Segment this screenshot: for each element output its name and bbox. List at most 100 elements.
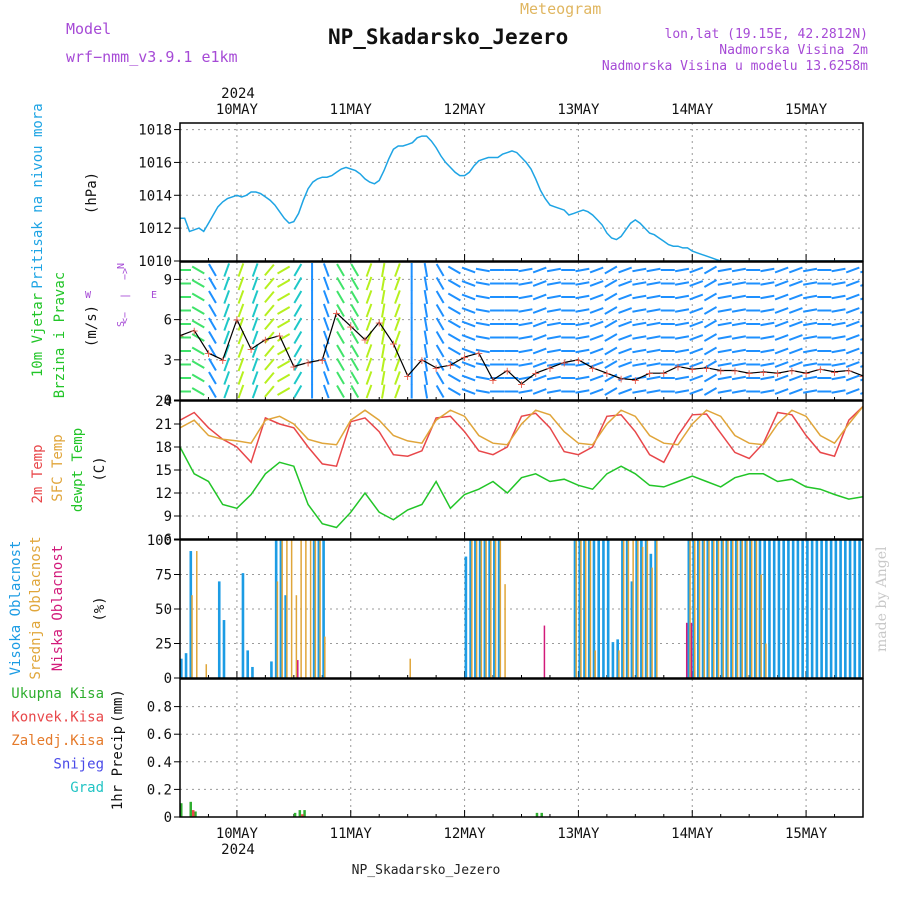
wind-arrow <box>277 319 291 329</box>
wind-marker: + <box>503 365 512 378</box>
precip-legend: Ukupna Kisa Konvek.Kisa Zaledj.Kisa Snijeg G… <box>11 686 104 796</box>
wind-arrow <box>293 357 303 372</box>
wind-arrow <box>365 276 373 291</box>
wind-arrow <box>447 265 461 275</box>
cloud-high-bar <box>777 540 781 678</box>
wind-arrow <box>264 331 275 344</box>
wind-arrow <box>689 361 704 368</box>
y-tick-label: 0.8 <box>147 700 172 716</box>
cloud-mid-bar <box>646 540 649 678</box>
wind-arrow <box>461 334 476 341</box>
wind-arrow <box>461 347 476 355</box>
wind-arrow <box>435 317 445 331</box>
wind-arrow <box>264 304 275 317</box>
wind-arrow <box>461 320 476 328</box>
wind-arrow <box>760 348 775 354</box>
precip-legend-item: Grad <box>70 780 104 796</box>
wind-arrow <box>251 371 259 385</box>
wind-arrow <box>674 267 690 273</box>
wind-arrow <box>435 290 445 304</box>
cloud-mid-bar <box>205 664 208 678</box>
wind-arrow <box>604 346 618 356</box>
wind-arrow <box>646 335 661 340</box>
precip-conv-bar <box>191 810 195 817</box>
panel-frame <box>179 400 864 540</box>
wind-arrow <box>689 374 704 382</box>
cloud-high-bar <box>573 540 577 678</box>
cloud-high-bar <box>587 540 591 678</box>
wind-arrow <box>350 330 360 345</box>
wind-arrow <box>350 371 360 385</box>
wind-arrow <box>831 267 846 273</box>
y-tick-label: 18 <box>155 440 172 456</box>
wind-arrow <box>350 317 360 331</box>
cloud-high-bar <box>692 540 695 678</box>
cloud-high-bar <box>839 540 842 678</box>
wind-arrow <box>717 281 732 286</box>
cloud-high-bar <box>810 540 814 678</box>
cloud-mid-bar <box>314 540 317 678</box>
wind-arrow <box>293 317 303 331</box>
wind-arrow <box>322 344 330 358</box>
wind-arrow <box>575 267 590 273</box>
wind-arrow <box>575 294 590 300</box>
wind-arrow <box>845 361 860 368</box>
cloud-mid-bar <box>485 540 487 678</box>
wind-arrow <box>447 346 461 356</box>
y-tick-label: 9 <box>164 272 172 288</box>
wind-arrow <box>589 293 604 301</box>
cloud-high-bar <box>744 540 748 678</box>
temp-unit: (C) <box>92 456 108 481</box>
wind-arrow <box>350 263 360 277</box>
cloud-high-bar <box>715 540 719 678</box>
wind-marker: + <box>318 354 327 367</box>
cloud-high-bar <box>474 540 477 678</box>
cloud-high-bar <box>791 540 795 678</box>
wind-arrow <box>674 348 690 354</box>
y-tick-label: 0.6 <box>147 727 172 743</box>
wind-arrow <box>191 279 205 288</box>
y-tick-label: 0.4 <box>147 755 172 771</box>
cloud-mid-bar <box>746 540 748 678</box>
cloud-high-bar <box>687 540 691 678</box>
wind-marker: + <box>631 374 640 387</box>
wind-arrow <box>546 308 562 313</box>
compass-sep: | <box>120 293 131 299</box>
wind-marker: + <box>745 367 754 380</box>
wind-arrow <box>803 267 818 273</box>
wind-marker: + <box>773 367 782 380</box>
wind-arrow <box>632 389 647 394</box>
wind-arrow <box>435 357 445 372</box>
wind-arrow <box>191 360 205 369</box>
wind-arrow <box>589 307 604 314</box>
dewpoint-line <box>180 446 863 529</box>
cloud-high-bar <box>241 573 245 678</box>
wind-arrow <box>435 384 445 399</box>
wind-arrow <box>336 276 345 291</box>
wind-arrow <box>546 348 562 354</box>
cloud-mid-bar <box>755 540 758 678</box>
elevation-info: Nadmorska Visina 2m <box>719 43 868 58</box>
cloud-mid-bar <box>295 595 298 678</box>
wind-arrow <box>845 307 860 314</box>
wind-arrow <box>618 266 633 274</box>
cloud-mid-bar <box>736 540 739 678</box>
bottom-day-label: 12MAY <box>444 826 487 842</box>
wind-arrow <box>223 290 231 304</box>
wind-arrow <box>717 308 732 313</box>
wind-arrow <box>365 371 373 385</box>
wind-arrow <box>774 388 789 395</box>
wind-arrow <box>208 330 217 345</box>
top-day-label: 10MAY <box>216 102 259 118</box>
wind-arrow <box>350 276 360 291</box>
cloud-high-bar <box>184 653 188 678</box>
wind-arrow <box>845 293 860 301</box>
wind-arrow <box>731 362 747 367</box>
wind-arrow <box>394 303 401 318</box>
cloud-high-bar <box>763 540 767 678</box>
wind-arrow <box>336 330 345 345</box>
bottom-year-label: 2024 <box>221 842 255 858</box>
wind-arrow <box>546 294 562 300</box>
cloud-mid-bar <box>490 540 492 678</box>
cloud-high-bar <box>583 540 586 678</box>
